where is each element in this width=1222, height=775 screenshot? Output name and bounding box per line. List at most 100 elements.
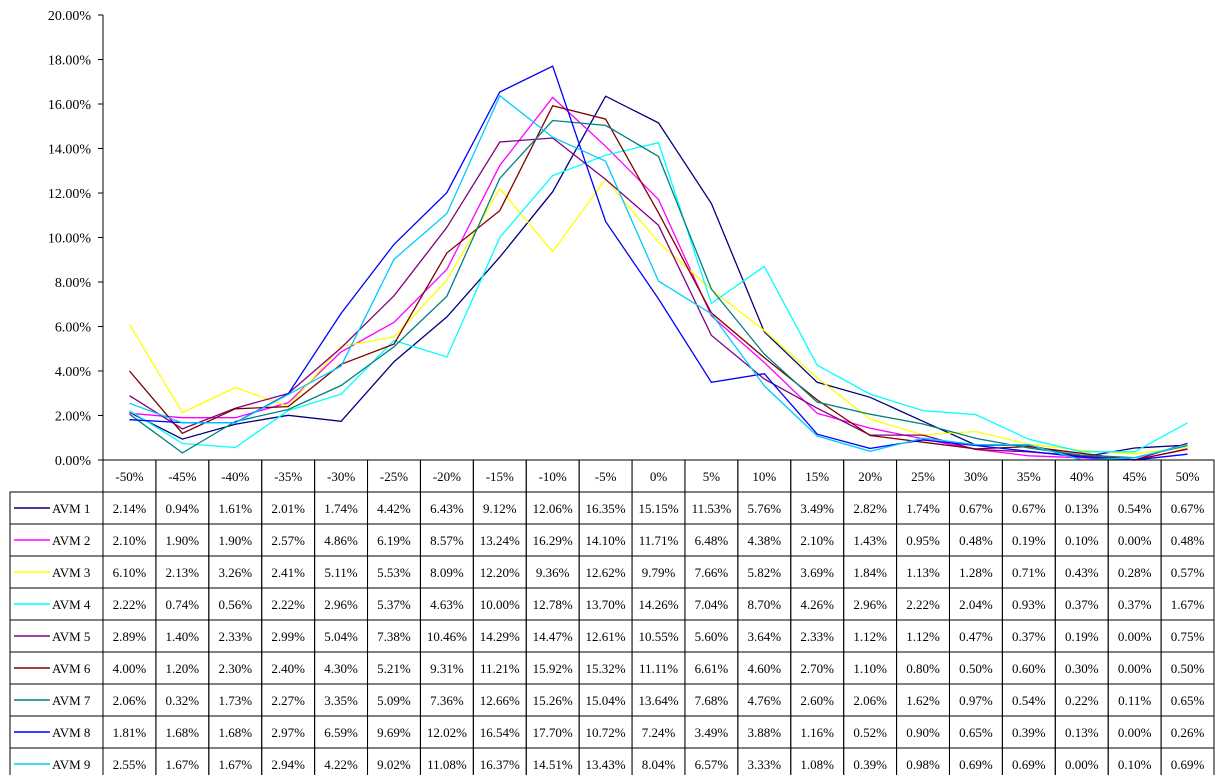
data-label: 10.72% — [586, 725, 626, 740]
data-label: 1.73% — [218, 693, 252, 708]
data-label: 1.16% — [800, 725, 834, 740]
y-tick-label: 0.00% — [55, 454, 92, 469]
x-tick-label: -20% — [433, 469, 461, 484]
x-tick-label: 20% — [858, 469, 882, 484]
data-label: 5.53% — [377, 565, 411, 580]
x-tick-label: 30% — [964, 469, 988, 484]
series-line-avm-6 — [129, 105, 1188, 461]
data-label: 9.12% — [483, 501, 517, 516]
data-label: 12.66% — [480, 693, 520, 708]
x-tick-label: 25% — [911, 469, 935, 484]
data-label: 4.76% — [748, 693, 782, 708]
data-label: 3.49% — [800, 501, 834, 516]
data-label: 2.06% — [113, 693, 147, 708]
series-line-avm-8 — [129, 65, 1188, 461]
data-label: 6.59% — [324, 725, 358, 740]
data-label: 0.37% — [1065, 597, 1099, 612]
series-line-avm-9 — [129, 94, 1188, 461]
x-tick-label: -25% — [380, 469, 408, 484]
x-tick-label: 10% — [752, 469, 776, 484]
data-label: 0.69% — [1012, 757, 1046, 772]
x-tick-label: -10% — [539, 469, 567, 484]
x-tick-label: 15% — [805, 469, 829, 484]
data-label: 2.96% — [324, 597, 358, 612]
data-label: 11.11% — [639, 661, 678, 676]
data-label: 2.89% — [113, 629, 147, 644]
data-label: 0.67% — [1012, 501, 1046, 516]
data-label: 2.13% — [166, 565, 200, 580]
data-label: 2.22% — [271, 597, 305, 612]
data-label: 0.10% — [1118, 757, 1152, 772]
data-label: 16.35% — [586, 501, 626, 516]
data-label: 0.65% — [959, 725, 993, 740]
data-label: 9.36% — [536, 565, 570, 580]
data-label: 5.09% — [377, 693, 411, 708]
data-label: 3.35% — [324, 693, 358, 708]
x-tick-label: 5% — [703, 469, 721, 484]
data-label: 12.62% — [586, 565, 626, 580]
y-axis: 0.00% 2.00% 4.00% 6.00% 8.00% 10.00% 12.00% 14.… — [48, 9, 104, 469]
data-label: 1.12% — [906, 629, 940, 644]
legend-label: AVM 4 — [52, 597, 91, 612]
data-label: 0.94% — [166, 501, 200, 516]
data-label: 0.54% — [1118, 501, 1152, 516]
data-label: 0.95% — [906, 533, 940, 548]
data-label: 2.27% — [271, 693, 305, 708]
data-label: 13.43% — [586, 757, 626, 772]
data-label: 0.19% — [1065, 629, 1099, 644]
legend-label: AVM 8 — [52, 725, 90, 740]
data-label: 15.15% — [638, 501, 678, 516]
data-label: 7.24% — [642, 725, 676, 740]
data-label: 2.82% — [853, 501, 887, 516]
data-label: 4.26% — [800, 597, 834, 612]
data-label: 1.13% — [906, 565, 940, 580]
data-label: 0.39% — [1012, 725, 1046, 740]
data-label: 0.90% — [906, 725, 940, 740]
x-tick-label: -15% — [486, 469, 514, 484]
data-label: 1.12% — [853, 629, 887, 644]
data-label: 1.90% — [166, 533, 200, 548]
data-label: 0.67% — [959, 501, 993, 516]
data-label: 0.22% — [1065, 693, 1099, 708]
data-label: 3.64% — [748, 629, 782, 644]
series-lines — [128, 65, 1188, 461]
data-label: 1.67% — [166, 757, 200, 772]
legend-label: AVM 7 — [52, 693, 91, 708]
data-label: 3.49% — [695, 725, 729, 740]
data-label: 0.56% — [218, 597, 252, 612]
data-label: 1.10% — [853, 661, 887, 676]
data-label: 14.51% — [533, 757, 573, 772]
legend-label: AVM 3 — [52, 565, 90, 580]
data-label: 0.65% — [1171, 693, 1205, 708]
data-label: 1.68% — [218, 725, 252, 740]
data-label: 14.26% — [638, 597, 678, 612]
y-tick-label: 6.00% — [55, 321, 92, 336]
data-label: 11.71% — [639, 533, 679, 548]
x-tick-label: 35% — [1017, 469, 1041, 484]
y-tick-label: 14.00% — [48, 143, 92, 158]
data-label: 2.10% — [113, 533, 147, 548]
data-label: 1.20% — [166, 661, 200, 676]
x-tick-label: -50% — [115, 469, 143, 484]
legend-label: AVM 9 — [52, 757, 90, 772]
data-label: 9.69% — [377, 725, 411, 740]
x-tick-label: -45% — [168, 469, 196, 484]
data-label: 1.67% — [218, 757, 252, 772]
x-tick-label: -5% — [595, 469, 617, 484]
data-label: 0.97% — [959, 693, 993, 708]
data-label: 0.00% — [1118, 725, 1152, 740]
data-label: 16.29% — [533, 533, 573, 548]
data-label: 0.00% — [1118, 533, 1152, 548]
data-label: 12.06% — [533, 501, 573, 516]
series-line-avm-3 — [128, 178, 1188, 455]
legend-label: AVM 5 — [52, 629, 90, 644]
data-label: 2.33% — [800, 629, 834, 644]
data-label: 0.98% — [906, 757, 940, 772]
data-label: 0.43% — [1065, 565, 1099, 580]
data-label: 0.80% — [906, 661, 940, 676]
data-label: 0.19% — [1012, 533, 1046, 548]
data-label: 8.70% — [748, 597, 782, 612]
data-label: 14.10% — [586, 533, 626, 548]
data-label: 14.29% — [480, 629, 520, 644]
data-label: 7.68% — [695, 693, 729, 708]
